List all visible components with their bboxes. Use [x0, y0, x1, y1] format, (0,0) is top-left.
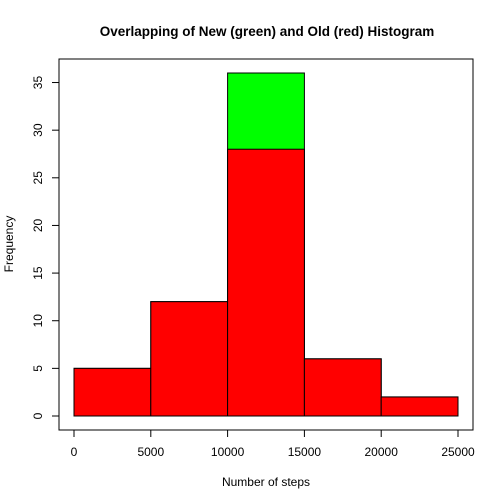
y-axis-label: Frequency [2, 216, 16, 273]
y-tick-label: 15 [31, 266, 45, 280]
bar-series-1-bin-0 [73, 367, 152, 417]
x-axis-label: Number of steps [222, 475, 310, 489]
bar-series-1-bin-2 [227, 148, 305, 417]
y-tick-label: 0 [31, 412, 45, 419]
bar-series-1-bin-3 [303, 358, 382, 417]
bar-series-1-bin-4 [380, 396, 459, 417]
y-tick-label: 10 [31, 314, 45, 328]
x-tick-label: 25000 [441, 445, 475, 459]
x-tick-label: 0 [71, 445, 78, 459]
bar-series-1-bin-1 [150, 301, 229, 417]
x-axis: 0 5000 10000 15000 20000 25000 [71, 429, 475, 459]
x-tick-label: 5000 [137, 445, 164, 459]
y-tick-label: 25 [31, 171, 45, 185]
chart-title: Overlapping of New (green) and Old (red)… [100, 24, 435, 39]
y-axis: 0 5 10 15 20 25 30 35 [31, 76, 60, 419]
y-tick-label: 35 [31, 76, 45, 90]
y-tick-label: 30 [31, 123, 45, 137]
bars-group [73, 72, 459, 417]
x-tick-label: 20000 [365, 445, 399, 459]
x-tick-label: 15000 [288, 445, 322, 459]
y-tick-label: 20 [31, 218, 45, 232]
y-tick-label: 5 [31, 365, 45, 372]
x-tick-label: 10000 [211, 445, 245, 459]
